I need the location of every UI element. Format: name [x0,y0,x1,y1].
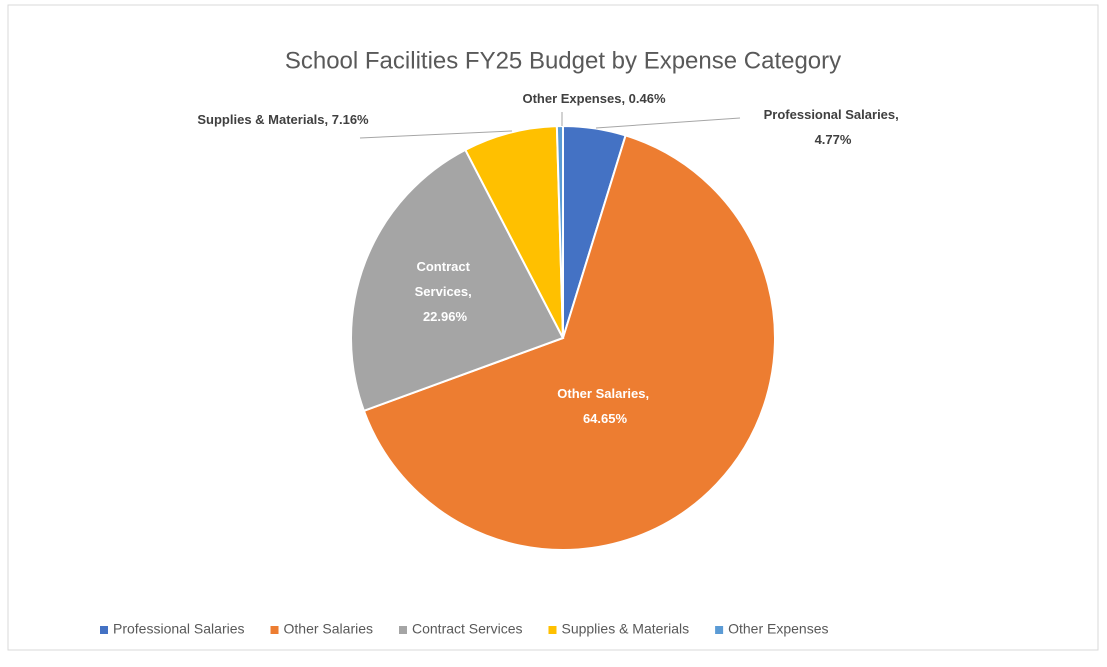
legend-marker [399,626,407,634]
legend-label: Other Expenses [728,621,828,637]
legend-marker [270,626,279,634]
pie-slice [362,134,776,551]
legend-marker [715,626,724,634]
legend-marker [548,626,557,634]
data-label: Other Expenses, 0.46% [522,91,666,106]
legend-label: Professional Salaries [113,621,245,637]
pie-slice [350,148,565,413]
legend-label: Other Salaries [284,621,373,637]
legend-marker [100,626,108,634]
data-label: Professional Salaries, 4.77% [764,107,903,147]
chart-title: School Facilities FY25 Budget by Expense… [285,47,841,74]
leader-line [359,130,513,139]
data-label: Contract Services, 22.96% [415,259,476,324]
data-label: Supplies & Materials, 7.16% [197,112,369,127]
data-label: Other Salaries, 64.65% [557,386,652,426]
legend-label: Supplies & Materials [561,621,689,637]
legend-label: Contract Services [412,621,522,637]
leader-line [595,117,741,129]
pie-slice [555,124,564,339]
